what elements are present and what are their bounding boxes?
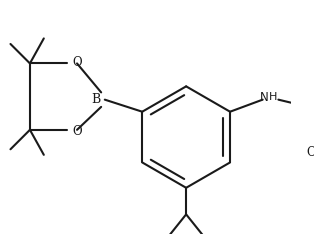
Text: B: B — [92, 93, 101, 106]
Text: O: O — [72, 56, 82, 69]
Text: O: O — [72, 124, 82, 138]
Text: N: N — [260, 91, 269, 104]
Text: O: O — [306, 146, 314, 158]
Text: H: H — [269, 92, 277, 102]
